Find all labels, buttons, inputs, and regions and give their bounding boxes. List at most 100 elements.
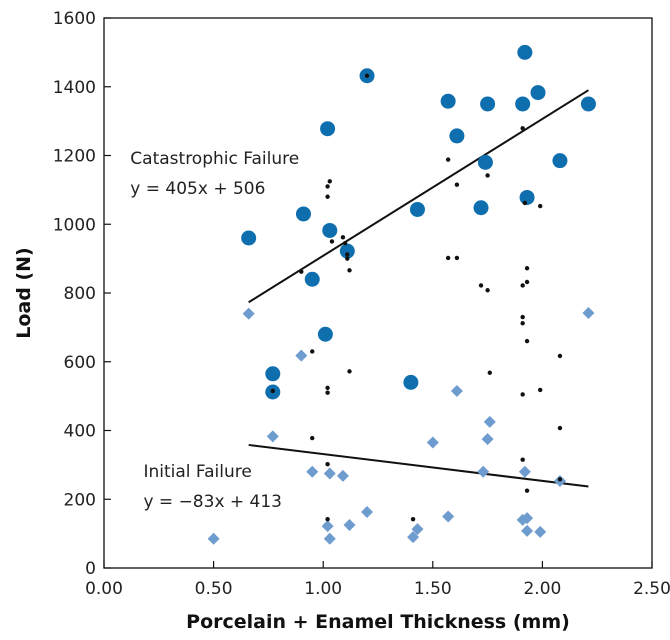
catastrophic-point [519,189,535,205]
equation-annotation: y = −83x + 413 [143,492,282,512]
y-tick-label: 1000 [53,215,96,235]
x-tick-label: 2.00 [523,579,561,599]
data-dot [347,369,352,374]
initial-point [361,505,374,518]
data-dot [340,235,346,240]
catastrophic-point [403,374,419,390]
data-dot [329,239,335,244]
data-dot [327,179,332,184]
data-dot [557,425,563,431]
x-axis-title: Porcelain + Enamel Thickness (mm) [186,611,570,633]
initial-point [323,467,336,480]
data-dot [524,266,530,271]
catastrophic-point [265,366,281,382]
catastrophic-point [530,85,546,101]
data-dot [557,353,563,359]
y-tick-label: 1200 [53,147,96,167]
y-axis-title: Load (N) [13,247,35,338]
catastrophic-point [515,96,531,112]
y-tick-label: 200 [64,490,96,510]
catastrophic-point [552,153,568,169]
plot-area: 0.00 0.50 1.00 1.50 2.00 2.50 0 200 400 600 800 100… [53,9,670,599]
data-dot [557,477,563,482]
data-dot [538,203,543,209]
initial-point [442,510,455,523]
data-dot [325,194,330,199]
catastrophic-point [517,44,533,60]
data-dot [325,461,330,467]
catastrophic-point [449,128,465,144]
initial-point [207,532,220,545]
data-dot [364,73,370,78]
data-dot [520,321,525,326]
initial-point [582,306,595,319]
catastrophic-point [473,200,489,216]
initial-point [534,525,547,538]
data-dot [478,283,484,288]
data-dot [347,268,352,273]
initial-point [407,531,420,544]
catastrophic-point [480,96,496,112]
data-dot [454,255,460,261]
y-tick-label: 1600 [53,9,96,29]
data-dot [522,200,528,206]
initial-point [518,465,531,478]
catastrophic-point [295,206,311,222]
x-tick-label: 0.00 [85,579,123,599]
initial-point [306,465,319,478]
data-dot [345,256,350,261]
data-dot [270,388,275,394]
initial-point [323,532,336,545]
data-dot [345,252,350,257]
data-dot [325,390,330,395]
data-dot [520,283,525,288]
data-dot [520,457,525,462]
catastrophic-point [580,96,596,112]
initial-point [521,524,534,537]
initial-point [295,349,308,362]
y-tick-label: 0 [85,559,96,579]
data-dot [520,126,525,131]
catastrophic-point [477,154,493,170]
data-dot [410,516,416,522]
data-dot [485,288,490,293]
data-dot [445,255,451,261]
initial-point [343,519,356,532]
data-dot [325,516,330,522]
initial-point [336,469,349,482]
catastrophic-point [320,121,336,137]
data-dot [445,157,451,162]
x-tick-label: 1.50 [414,579,452,599]
initial-point [477,465,490,478]
data-dot [524,488,530,493]
y-tick-label: 1400 [53,78,96,98]
y-tick-label: 800 [64,284,96,304]
data-dot [524,338,530,344]
plot-frame [103,17,653,569]
data-dot [310,435,315,441]
data-dot [342,240,348,246]
x-tick-label: 1.00 [304,579,342,599]
initial-point [266,430,279,443]
y-tick-label: 600 [64,353,96,373]
data-dot [325,184,330,189]
initial-point [321,520,334,533]
data-dot [524,279,530,285]
x-tick-label: 2.50 [633,579,670,599]
initial-point [521,512,534,525]
catastrophic-point [339,243,355,259]
y-tick-label: 400 [64,422,96,442]
data-dot [520,314,525,320]
catastrophic-point [241,230,257,246]
initial-point [483,415,496,428]
equation-annotation: Catastrophic Failure [130,149,299,169]
catastrophic-point [440,93,456,109]
initial-point [450,384,463,397]
catastrophic-point [317,326,333,342]
initial-point [411,523,424,536]
catastrophic-point [304,271,320,287]
catastrophic-point [409,201,425,217]
data-dot [454,182,460,187]
equation-annotation: y = 405x + 506 [130,179,265,199]
